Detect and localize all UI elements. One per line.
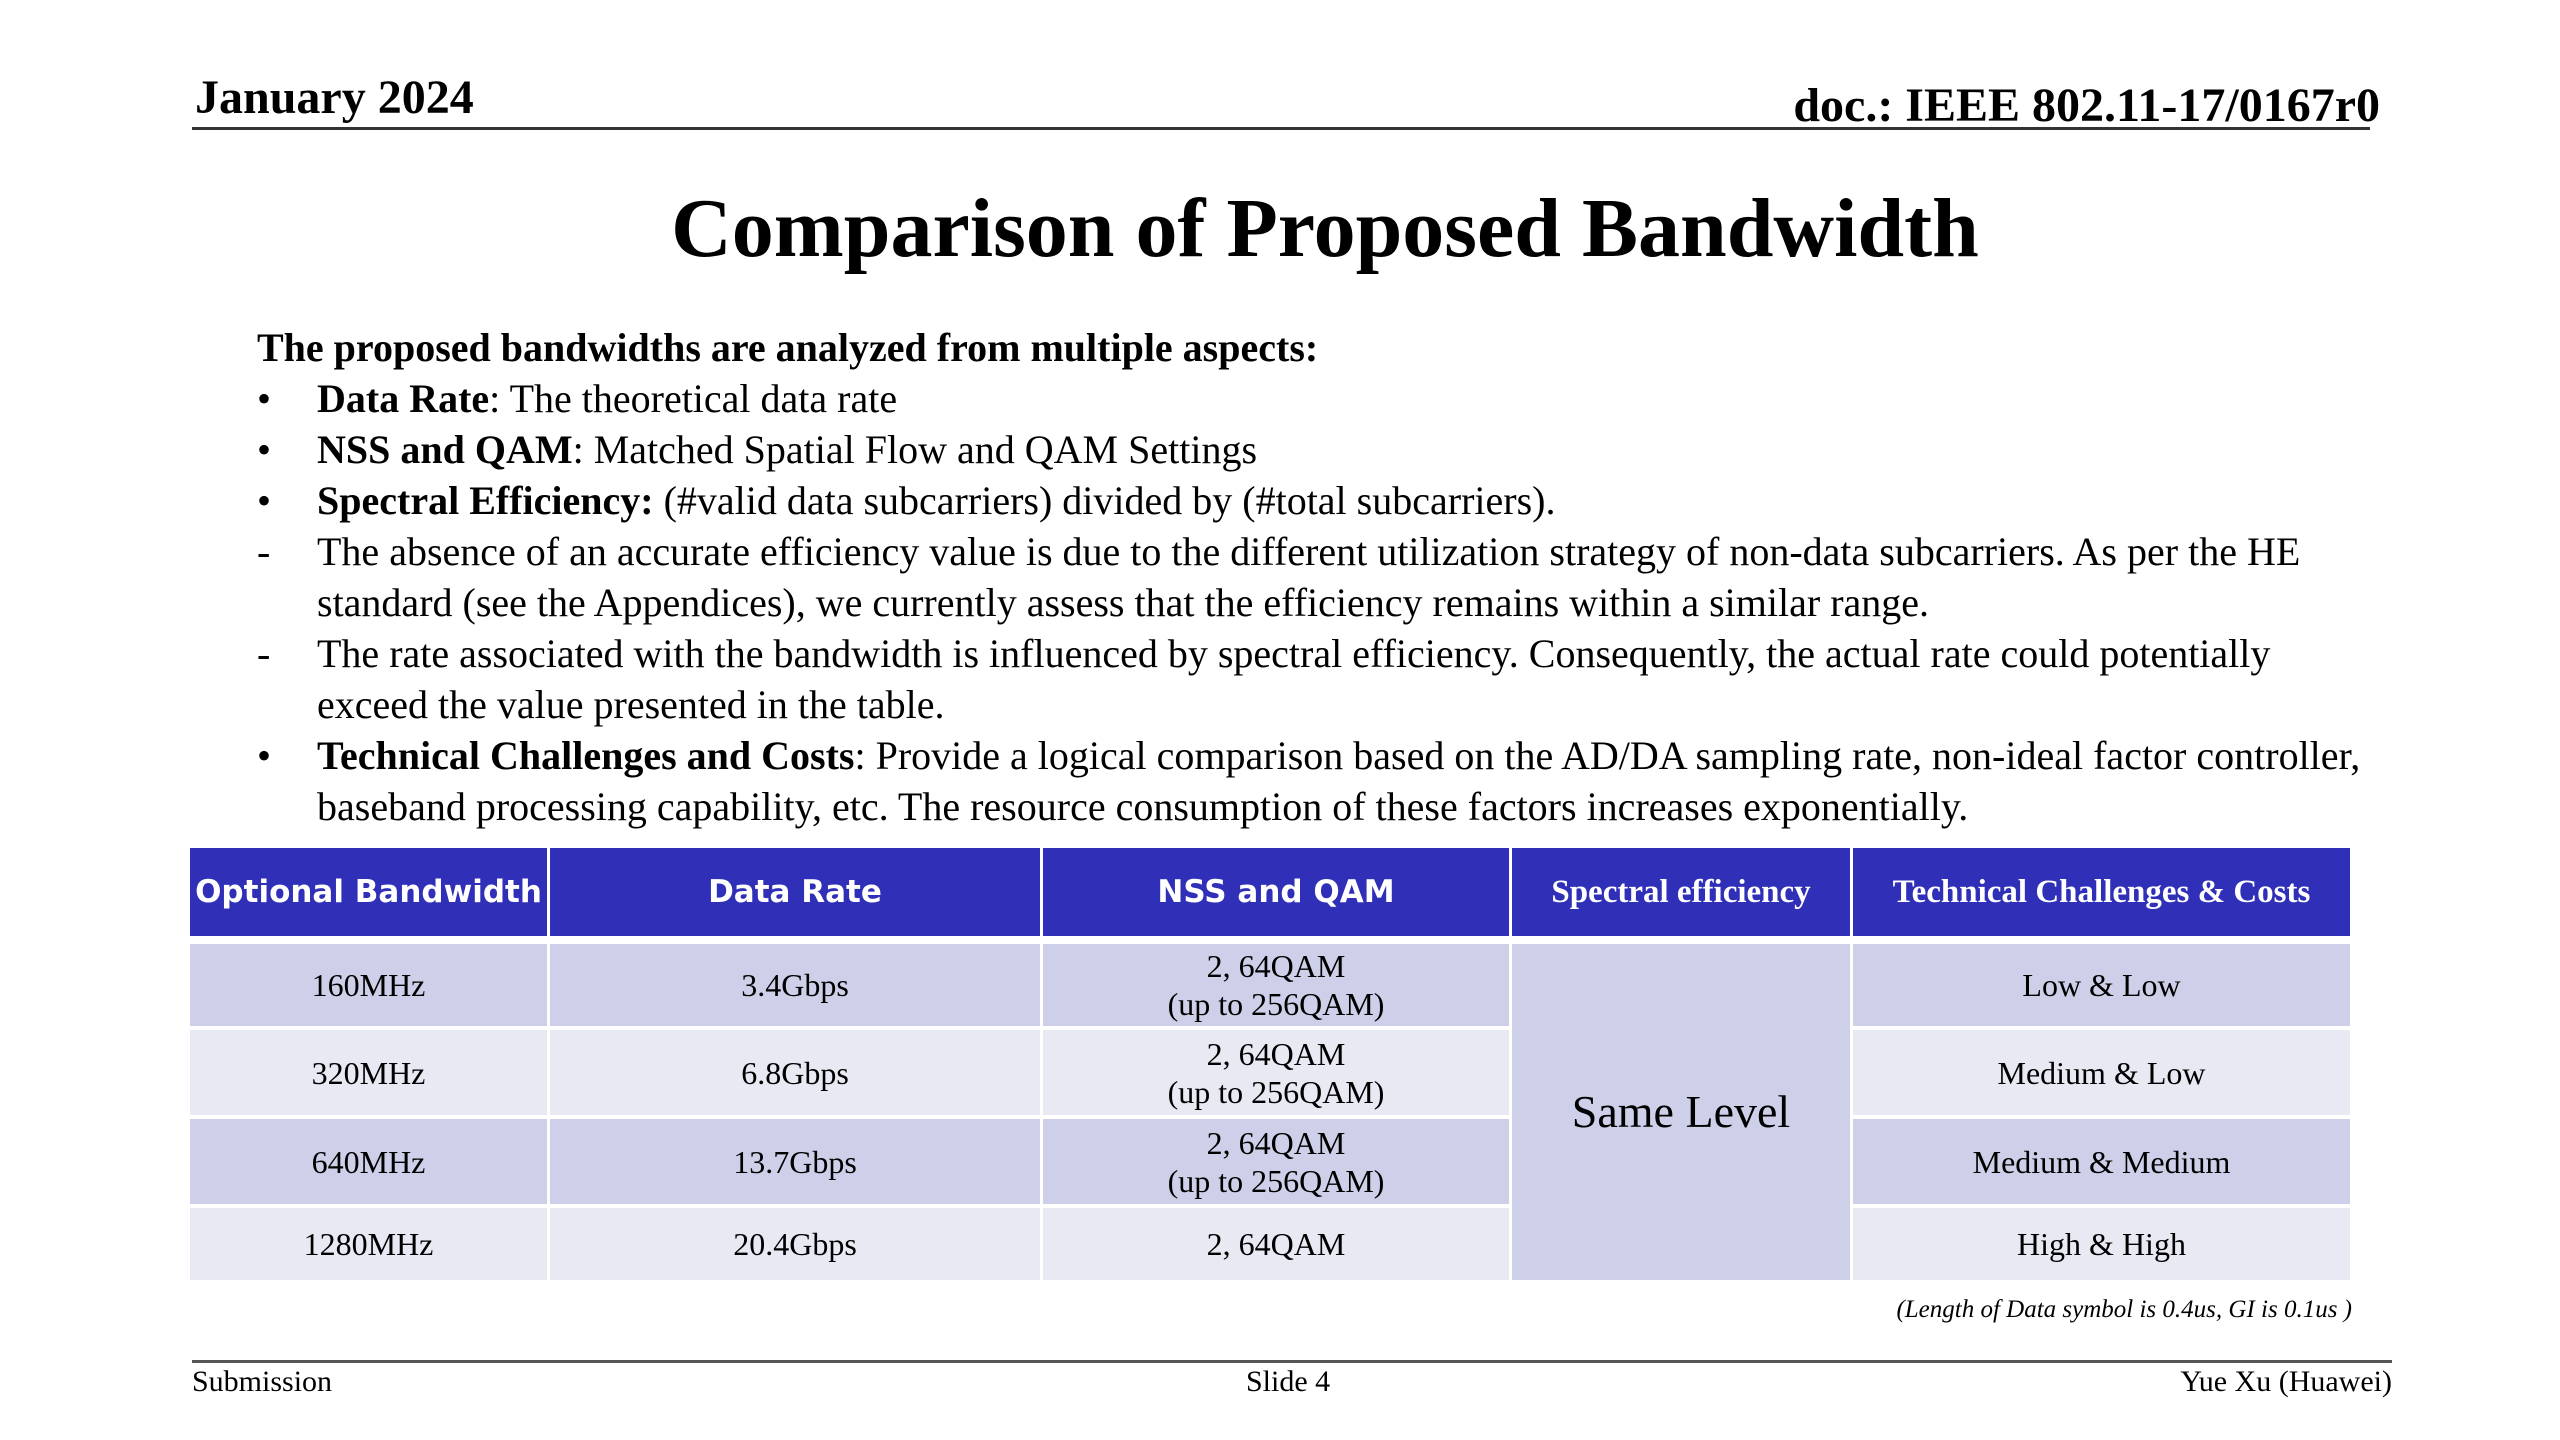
bullet-item: - The rate associated with the bandwidth … (257, 628, 2367, 730)
cell-nss-qam: 2, 64QAM (up to 256QAM) (1043, 1030, 1509, 1119)
intro-text: The proposed bandwidths are analyzed fro… (257, 325, 1319, 370)
col-header-spectral: Spectral efficiency (1512, 848, 1850, 944)
table-footnote: (Length of Data symbol is 0.4us, GI is 0… (1896, 1296, 2352, 1323)
nss-line: 2, 64QAM (1206, 1124, 1346, 1161)
header-date: January 2024 (195, 71, 474, 124)
bandwidth-table: Optional Bandwidth Data Rate NSS and QAM… (187, 848, 2353, 1284)
bullet-text: Technical Challenges and Costs: Provide … (317, 730, 2367, 832)
bullet-text: Spectral Efficiency: (#valid data subcar… (317, 475, 1555, 526)
cell-challenges: Low & Low (1853, 944, 2350, 1030)
col-header-data-rate: Data Rate (550, 848, 1040, 944)
bullet-text: The absence of an accurate efficiency va… (317, 526, 2367, 628)
cell-nss-qam: 2, 64QAM (1043, 1208, 1509, 1284)
footer-submission: Submission (192, 1365, 333, 1398)
bullet-bold: Data Rate (317, 376, 490, 421)
bullet-item: - The absence of an accurate efficiency v… (257, 526, 2367, 628)
nss-line: 2, 64QAM (1206, 1226, 1346, 1262)
cell-bandwidth: 1280MHz (190, 1208, 547, 1284)
bullet-desc: The rate associated with the bandwidth i… (317, 631, 2271, 727)
nss-line: 2, 64QAM (1206, 948, 1346, 984)
cell-challenges: Medium & Medium (1853, 1119, 2350, 1208)
cell-nss-qam: 2, 64QAM (up to 256QAM) (1043, 944, 1509, 1030)
bullet-bold: Spectral Efficiency: (317, 478, 654, 523)
nss-note: (up to 256QAM) (1167, 1162, 1385, 1199)
bullet-item: • Spectral Efficiency: (#valid data subca… (257, 475, 2367, 526)
cell-spectral-efficiency: Same Level (1512, 944, 1850, 1284)
nss-note: (up to 256QAM) (1167, 1073, 1385, 1110)
cell-bandwidth: 320MHz (190, 1030, 547, 1119)
bullet-item: • Data Rate: The theoretical data rate (257, 373, 2367, 424)
bullet-bold: Technical Challenges and Costs (317, 733, 855, 778)
table-row: 1280MHz 20.4Gbps 2, 64QAM High & High (190, 1208, 2350, 1284)
bullet-desc: : Provide a logical comparison based on … (317, 733, 2361, 829)
nss-note: (up to 256QAM) (1167, 986, 1385, 1022)
bullet-marker: • (257, 427, 272, 472)
bullet-text: NSS and QAM: Matched Spatial Flow and QA… (317, 424, 1257, 475)
col-header-challenges: Technical Challenges & Costs (1853, 848, 2350, 944)
bullet-desc: The absence of an accurate efficiency va… (317, 529, 2301, 625)
footer-slide-number: Slide 4 (1246, 1365, 1331, 1398)
bullet-desc: : Matched Spatial Flow and QAM Settings (572, 427, 1258, 472)
col-header-nss-qam: NSS and QAM (1043, 848, 1509, 944)
footer-author: Yue Xu (Huawei) (2180, 1365, 2392, 1398)
bullet-marker: • (257, 733, 272, 778)
bullet-marker: - (257, 631, 271, 676)
footer-divider (192, 1360, 2392, 1363)
slide-body: The proposed bandwidths are analyzed fro… (257, 322, 2367, 832)
cell-nss-qam: 2, 64QAM (up to 256QAM) (1043, 1119, 1509, 1208)
bullet-marker: • (257, 478, 272, 523)
slide-title: Comparison of Proposed Bandwidth (671, 182, 1979, 275)
bullet-text: Data Rate: The theoretical data rate (317, 373, 897, 424)
header-divider (192, 127, 2370, 130)
cell-data-rate: 13.7Gbps (550, 1119, 1040, 1208)
bullet-desc: (#valid data subcarriers) divided by (#t… (653, 478, 1556, 523)
nss-line: 2, 64QAM (1206, 1035, 1346, 1072)
cell-bandwidth: 160MHz (190, 944, 547, 1030)
bullet-desc: : The theoretical data rate (489, 376, 898, 421)
bullet-item: • Technical Challenges and Costs: Provide… (257, 730, 2367, 832)
table-row: 160MHz 3.4Gbps 2, 64QAM (up to 256QAM) Same … (190, 944, 2350, 1284)
col-header-bandwidth: Optional Bandwidth (190, 848, 547, 944)
table-row: 320MHz 6.8Gbps 2, 64QAM (up to 256QAM) Mediu… (190, 1030, 2350, 1119)
cell-data-rate: 3.4Gbps (550, 944, 1040, 1030)
bullet-text: The rate associated with the bandwidth i… (317, 628, 2367, 730)
bullet-item: • NSS and QAM: Matched Spatial Flow and Q… (257, 424, 2367, 475)
table-row: 640MHz 13.7Gbps 2, 64QAM (up to 256QAM) Medi… (190, 1119, 2350, 1208)
cell-bandwidth: 640MHz (190, 1119, 547, 1208)
cell-data-rate: 6.8Gbps (550, 1030, 1040, 1119)
cell-challenges: Medium & Low (1853, 1030, 2350, 1119)
bullet-bold: NSS and QAM (317, 427, 573, 472)
bullet-marker: • (257, 376, 272, 421)
header-doc-number: doc.: IEEE 802.11-17/0167r0 (1793, 79, 2380, 132)
cell-challenges: High & High (1853, 1208, 2350, 1284)
cell-data-rate: 20.4Gbps (550, 1208, 1040, 1284)
bullet-marker: - (257, 529, 271, 574)
